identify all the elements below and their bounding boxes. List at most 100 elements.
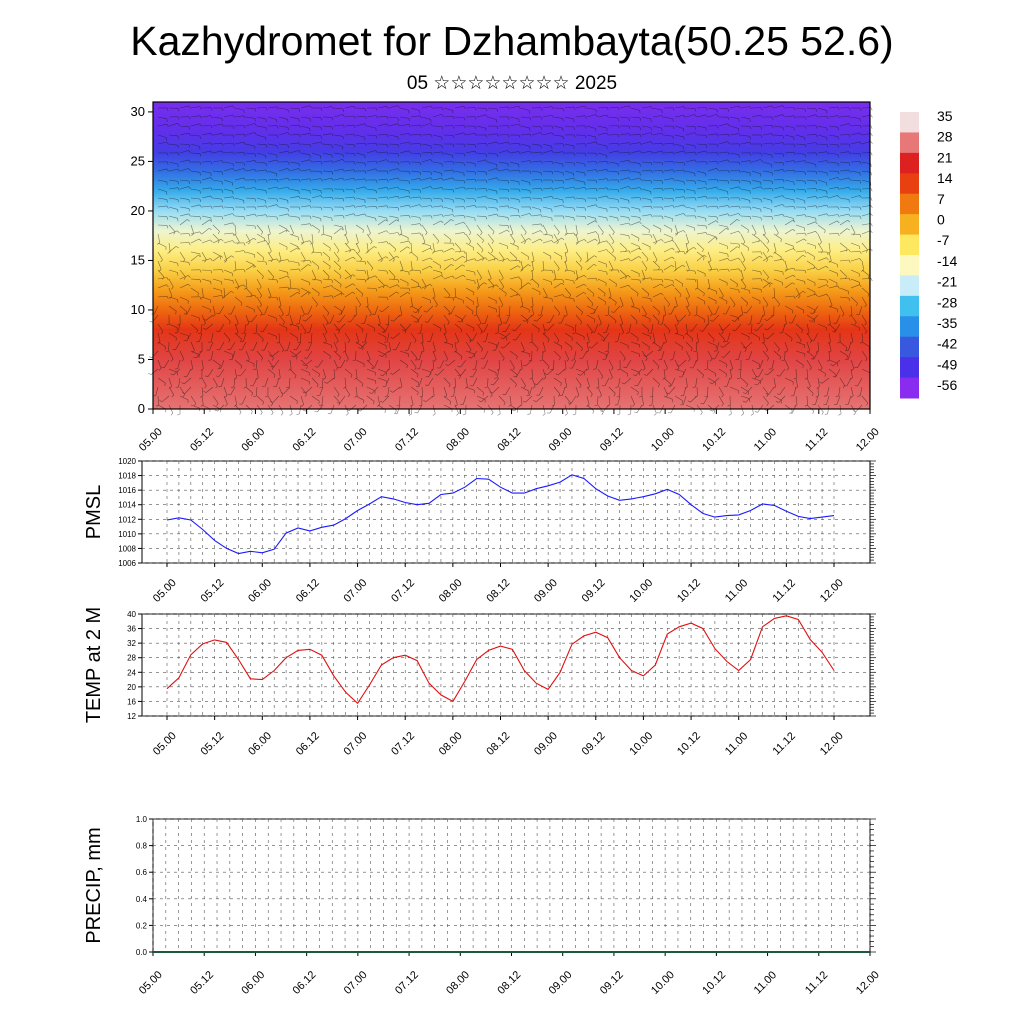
x-tick-label: 06.00 [246, 730, 274, 758]
x-tick-label: 07.00 [341, 730, 369, 758]
x-tick-label: 06.12 [294, 577, 322, 605]
x-tick-label: 09.00 [532, 730, 560, 758]
colorbar-label: -35 [937, 315, 957, 331]
y-tick-label: 15 [131, 252, 145, 267]
colorbar-label: 0 [937, 212, 945, 228]
x-tick-label: 08.12 [495, 426, 523, 454]
x-tick-label: 07.00 [342, 426, 370, 454]
x-tick-label: 07.12 [389, 730, 417, 758]
colorbar-label: 35 [937, 108, 953, 124]
x-tick-label: 12.00 [854, 426, 882, 454]
colorbar-label: 28 [937, 129, 953, 145]
x-tick-label: 05.12 [188, 426, 216, 454]
x-tick-label: 08.00 [437, 577, 465, 605]
colorbar-swatch [900, 295, 919, 317]
x-tick-label: 09.12 [598, 969, 626, 997]
x-tick-label: 12.00 [818, 577, 846, 605]
x-tick-label: 07.12 [393, 426, 421, 454]
colorbar-label: 14 [937, 170, 953, 186]
x-tick-label: 09.00 [547, 969, 575, 997]
pmsl-series-line [166, 474, 835, 555]
x-tick-label: 11.12 [771, 730, 798, 757]
colorbar-label: 7 [937, 191, 945, 207]
x-tick-label: 10.12 [700, 426, 728, 454]
x-tick-label: 08.12 [484, 577, 512, 605]
x-tick-label: 05.00 [137, 426, 165, 454]
x-tick-label: 05.00 [151, 730, 179, 758]
x-tick-label: 10.12 [675, 577, 703, 605]
x-tick-label: 05.12 [199, 730, 227, 758]
y-tick-label: 16 [127, 697, 136, 706]
panel-frame [141, 613, 871, 717]
colorbar-swatch [900, 336, 919, 358]
colorbar-label: 21 [937, 149, 953, 165]
y-tick-label: 12 [127, 712, 136, 721]
x-tick-label: 09.00 [532, 577, 560, 605]
y-tick-label: 1016 [118, 486, 136, 495]
y-tick-label: 0.4 [136, 895, 148, 904]
x-tick-label: 06.12 [291, 426, 319, 454]
x-tick-label: 06.00 [239, 426, 267, 454]
x-tick-label: 07.00 [341, 577, 369, 605]
y-tick-label: 0.6 [136, 868, 148, 877]
chart-title: Kazhydromet for Dzhambayta(50.25 52.6) [130, 18, 894, 64]
x-tick-label: 06.12 [291, 969, 319, 997]
colorbar-swatch [900, 112, 919, 133]
panel-3: 12 16 20 24 28 32 36 40 05.00 05.12 06.00 06.12 07.0… [83, 607, 876, 758]
x-tick-label: 10.12 [700, 969, 728, 997]
y-axis-title: TEMP at 2 M [83, 607, 105, 723]
x-tick-label: 07.00 [342, 969, 370, 997]
x-tick-label: 05.12 [199, 577, 227, 605]
y-tick-label: 0.0 [136, 948, 148, 957]
x-tick-label: 05.00 [151, 577, 179, 605]
y-tick-label: 10 [131, 302, 145, 317]
chart-subtitle: 05 ☆☆☆☆☆☆☆☆ 2025 [406, 73, 618, 94]
x-tick-label: 09.00 [547, 426, 575, 454]
x-tick-label: 08.12 [495, 969, 523, 997]
y-tick-label: 1018 [118, 472, 136, 481]
x-tick-label: 08.00 [437, 730, 465, 758]
x-tick-label: 05.12 [188, 969, 216, 997]
x-tick-label: 10.00 [627, 730, 655, 758]
x-tick-label: 09.12 [580, 730, 608, 758]
x-tick-label: 06.00 [246, 577, 274, 605]
x-tick-label: 11.00 [723, 577, 750, 604]
x-tick-label: 11.12 [803, 969, 830, 996]
x-tick-label: 12.00 [854, 969, 882, 997]
x-tick-label: 06.00 [239, 969, 267, 997]
x-tick-label: 08.00 [444, 426, 472, 454]
x-tick-label: 06.12 [294, 730, 322, 758]
y-tick-label: 24 [127, 668, 136, 677]
y-tick-label: 1008 [118, 544, 136, 553]
colorbar-swatch [900, 234, 919, 256]
y-tick-label: 0.8 [136, 842, 148, 851]
colorbar-label: -14 [937, 253, 957, 269]
x-tick-label: 05.00 [137, 969, 165, 997]
y-axis-title: PMSL [83, 485, 105, 539]
x-tick-label: 11.12 [803, 426, 830, 453]
panel-2: 1006 1008 1010 1012 1014 1016 1018 1020 05.00 05.… [83, 457, 876, 605]
x-tick-label: 08.12 [484, 730, 512, 758]
y-tick-label: 25 [131, 153, 145, 168]
colorbar-label: -21 [937, 274, 957, 290]
x-tick-label: 08.00 [444, 969, 472, 997]
colorbar-swatch [900, 377, 919, 399]
wind-barbs [148, 105, 873, 416]
panel-4: 0.0 0.2 0.4 0.6 0.8 1.0 05.00 05.12 06.00 06.12 07… [83, 815, 882, 997]
y-tick-label: 1006 [118, 559, 136, 568]
colorbar-swatch [900, 316, 919, 338]
colorbar-label: -28 [937, 294, 957, 310]
x-tick-label: 10.12 [675, 730, 703, 758]
colorbar-swatch [900, 275, 919, 297]
colorbar-swatch [900, 173, 919, 195]
x-tick-label: 09.12 [580, 577, 608, 605]
x-tick-label: 11.12 [771, 577, 798, 604]
y-tick-label: 40 [127, 610, 136, 619]
colorbar-label: -7 [937, 232, 950, 248]
y-tick-label: 20 [131, 203, 145, 218]
temperature-field [153, 102, 870, 409]
y-tick-label: 28 [127, 654, 136, 663]
temp-series-line [166, 615, 835, 705]
colorbar-label: -42 [937, 336, 957, 352]
